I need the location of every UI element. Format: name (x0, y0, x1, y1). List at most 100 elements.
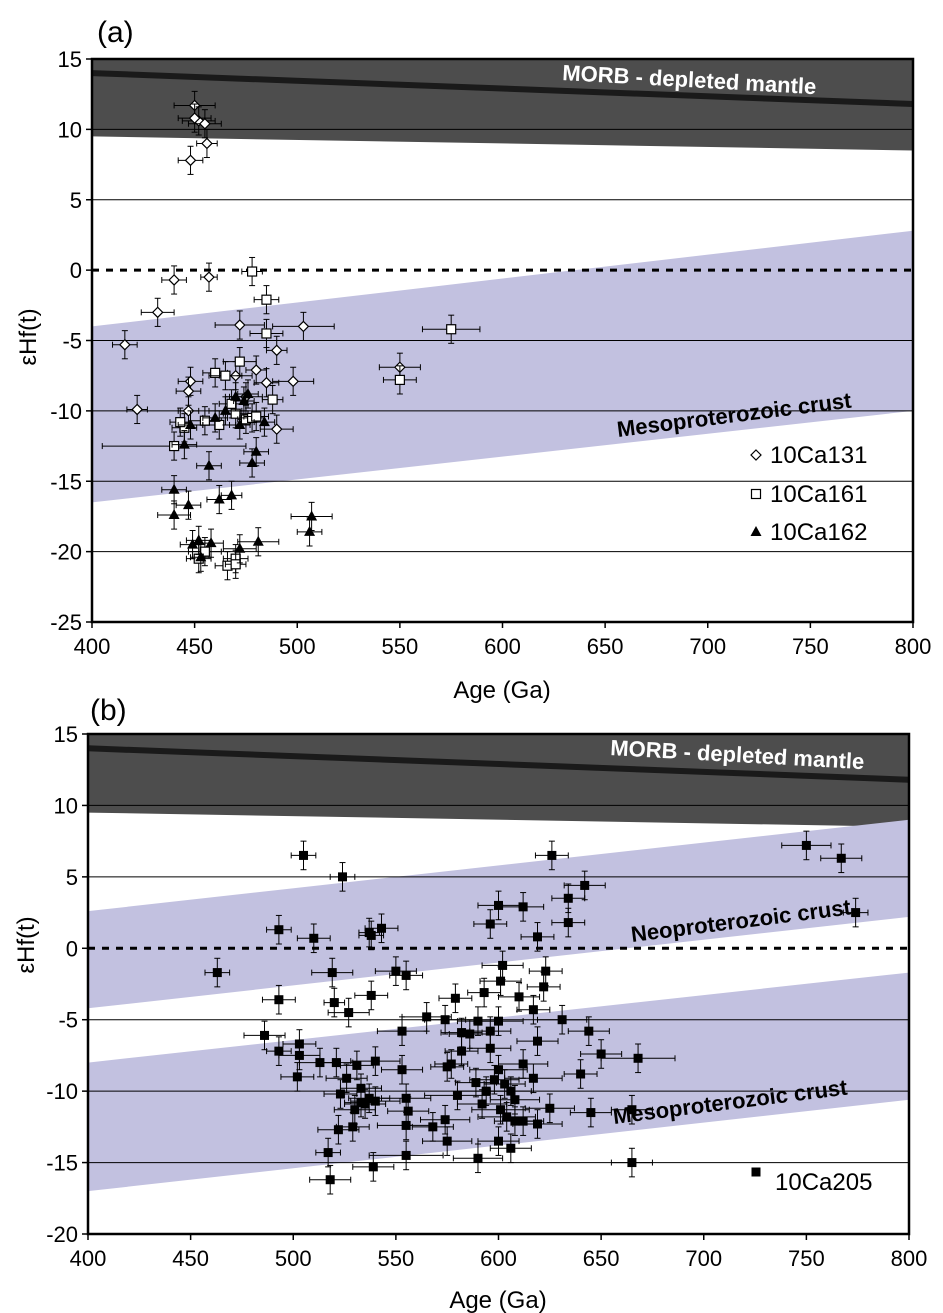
marker-10Ca161 (446, 324, 457, 335)
data-point-10Ca205 (420, 1104, 471, 1135)
marker-10Ca205 (348, 1122, 358, 1132)
marker-10Ca205 (335, 1089, 345, 1099)
data-point-10Ca205 (327, 997, 370, 1028)
marker-10Ca162 (306, 510, 318, 521)
data-point-10Ca162 (157, 500, 192, 530)
marker-10Ca205 (352, 1060, 362, 1070)
x-tick-label: 700 (685, 1246, 722, 1271)
y-tick-label: -25 (50, 610, 82, 635)
data-point-10Ca205 (516, 1026, 559, 1056)
data-point-10Ca205 (469, 1033, 512, 1064)
data-point-10Ca205 (563, 870, 606, 901)
data-point-10Ca205 (454, 1067, 497, 1098)
y-tick-label: -5 (62, 329, 82, 354)
data-point-10Ca162 (290, 501, 333, 532)
legend-label-10Ca131: 10Ca131 (770, 442, 867, 469)
marker-10Ca162 (258, 416, 270, 427)
data-point-10Ca205 (309, 1164, 352, 1195)
data-point-10Ca131 (187, 109, 222, 139)
marker-10Ca162 (187, 538, 199, 549)
marker-10Ca205 (366, 990, 376, 1000)
marker-10Ca205 (403, 1106, 413, 1116)
marker-10Ca205 (364, 1093, 374, 1103)
legend-marker-10Ca205 (751, 1167, 761, 1177)
panel-b: 400 450 500 550 600 650 700 750 800 15 10 5 0 -5 -10 -1… (13, 694, 927, 1313)
marker-10Ca205 (489, 1075, 499, 1085)
marker-10Ca131 (270, 344, 283, 357)
data-point-10Ca161 (101, 431, 247, 461)
data-point-10Ca205 (401, 1002, 452, 1032)
marker-10Ca205 (473, 1153, 483, 1163)
marker-10Ca205 (368, 1162, 378, 1172)
panel-a-x-axis-label: Age (Ga) (453, 677, 550, 704)
x-tick-label: 600 (480, 1246, 517, 1271)
marker-10Ca205 (428, 1122, 438, 1132)
marker-10Ca131 (270, 423, 283, 436)
marker-10Ca205 (397, 1026, 407, 1036)
x-tick-label: 800 (895, 634, 932, 659)
x-tick-label: 500 (279, 634, 316, 659)
depleted-mantle-line (87, 745, 910, 783)
data-point-10Ca131 (161, 265, 187, 295)
data-point-10Ca205 (524, 1093, 575, 1124)
data-point-10Ca162 (171, 430, 198, 460)
marker-10Ca205 (494, 1136, 503, 1146)
marker-10Ca205 (471, 1078, 481, 1088)
data-point-10Ca205 (434, 1049, 469, 1079)
legend-symbol-10Ca131 (750, 449, 762, 461)
legend-label-10Ca162: 10Ca162 (770, 519, 867, 546)
legend-symbol-10Ca205 (751, 1167, 761, 1177)
marker-10Ca162 (226, 489, 238, 500)
marker-10Ca205 (212, 968, 222, 978)
marker-10Ca205 (292, 1072, 302, 1082)
panel-a-data-points (101, 90, 481, 581)
marker-10Ca161 (220, 370, 231, 381)
marker-10Ca205 (356, 1083, 366, 1093)
marker-10Ca161 (210, 367, 221, 378)
data-point-10Ca162 (233, 386, 255, 416)
marker-10Ca131 (201, 137, 213, 150)
panel-a: 400 450 500 550 600 650 700 750 800 15 10 5 0 -5 -10 -1… (15, 16, 931, 704)
data-point-10Ca205 (467, 977, 502, 1008)
data-point-10Ca205 (368, 1140, 444, 1171)
marker-10Ca205 (422, 1012, 432, 1022)
marker-10Ca205 (294, 1050, 304, 1060)
y-tick-label: 0 (70, 258, 82, 283)
data-point-10Ca205 (580, 1039, 623, 1069)
marker-10Ca205 (518, 1116, 528, 1126)
marker-10Ca131 (250, 364, 263, 376)
data-point-10Ca131 (200, 262, 218, 292)
y-tick-label: -15 (50, 469, 82, 494)
data-point-10Ca205 (358, 920, 385, 951)
data-point-10Ca162 (161, 475, 187, 505)
x-tick-label: 550 (378, 1246, 415, 1271)
data-point-10Ca205 (424, 1080, 491, 1111)
data-point-10Ca205 (479, 966, 522, 996)
marker-10Ca205 (586, 1108, 596, 1118)
marker-10Ca162 (178, 438, 190, 449)
marker-10Ca205 (440, 1115, 450, 1125)
marker-10Ca162 (193, 534, 205, 545)
marker-10Ca205 (481, 1086, 491, 1096)
y-tick-label: -20 (50, 540, 82, 565)
marker-10Ca205 (457, 1028, 467, 1038)
marker-10Ca205 (494, 900, 503, 910)
marker-10Ca162 (246, 456, 258, 467)
x-tick-label: 400 (70, 1246, 107, 1271)
marker-10Ca205 (442, 1136, 452, 1146)
marker-10Ca205 (377, 923, 387, 933)
marker-10Ca131 (131, 403, 144, 416)
panel-b-data-points (204, 830, 869, 1195)
marker-10Ca205 (391, 966, 401, 976)
marker-10Ca205 (576, 1069, 586, 1079)
marker-10Ca205 (344, 1008, 354, 1018)
legend-symbol-10Ca162 (750, 526, 762, 536)
marker-10Ca131 (297, 320, 310, 333)
marker-10Ca131 (199, 117, 211, 130)
marker-10Ca131 (118, 338, 131, 351)
data-point-10Ca131 (177, 145, 204, 175)
data-point-10Ca205 (333, 1094, 376, 1125)
marker-10Ca131 (233, 319, 246, 331)
marker-10Ca205 (539, 982, 549, 992)
marker-10Ca161 (234, 356, 245, 367)
